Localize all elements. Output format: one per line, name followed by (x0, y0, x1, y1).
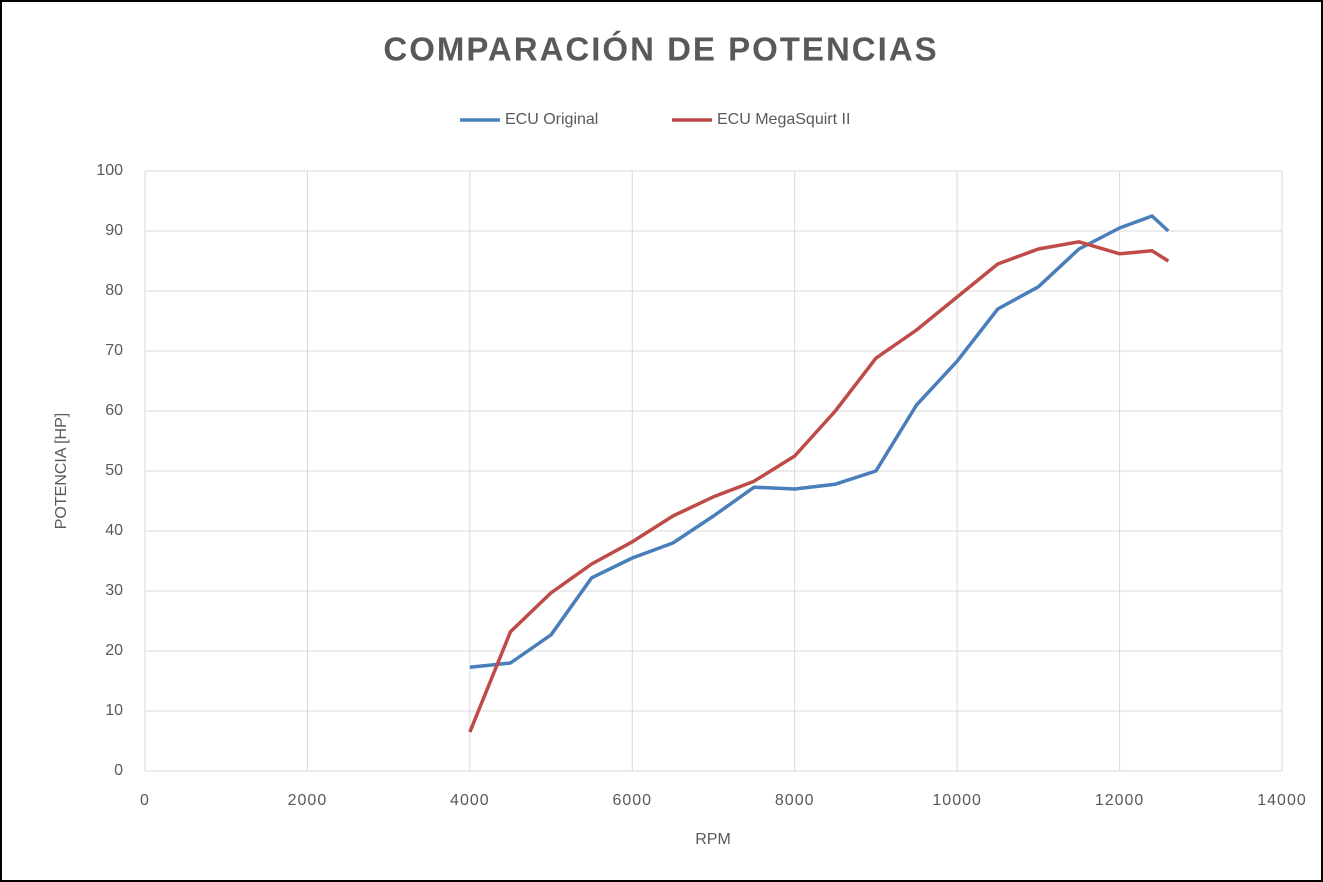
legend-label: ECU Original (505, 111, 598, 128)
y-tick-label: 40 (105, 522, 123, 539)
y-tick-label: 10 (105, 702, 123, 719)
line-series (469, 214, 1170, 669)
x-tick-label: 6000 (612, 792, 652, 809)
x-axis-label: RPM (695, 831, 731, 848)
y-tick-label: 70 (105, 342, 123, 359)
y-tick-label: 50 (105, 462, 123, 479)
y-tick-label: 80 (105, 282, 123, 299)
legend-label: ECU MegaSquirt II (717, 111, 850, 128)
x-tick-label: 2000 (288, 792, 328, 809)
y-axis-label: POTENCIA [HP] (53, 413, 70, 529)
y-tick-label: 30 (105, 582, 123, 599)
y-tick-label: 60 (105, 402, 123, 419)
x-tick-label: 12000 (1095, 792, 1145, 809)
x-tick-label: 0 (140, 792, 150, 809)
y-tick-label: 100 (96, 162, 123, 179)
y-tick-label: 90 (105, 222, 123, 239)
x-tick-label: 8000 (775, 792, 815, 809)
x-tick-label: 4000 (450, 792, 490, 809)
x-tick-label: 10000 (932, 792, 982, 809)
x-tick-label: 14000 (1257, 792, 1307, 809)
line-series (468, 240, 1170, 733)
y-tick-label: 0 (114, 762, 123, 779)
chart-title: COMPARACIÓN DE POTENCIAS (383, 31, 938, 68)
y-tick-label: 20 (105, 642, 123, 659)
